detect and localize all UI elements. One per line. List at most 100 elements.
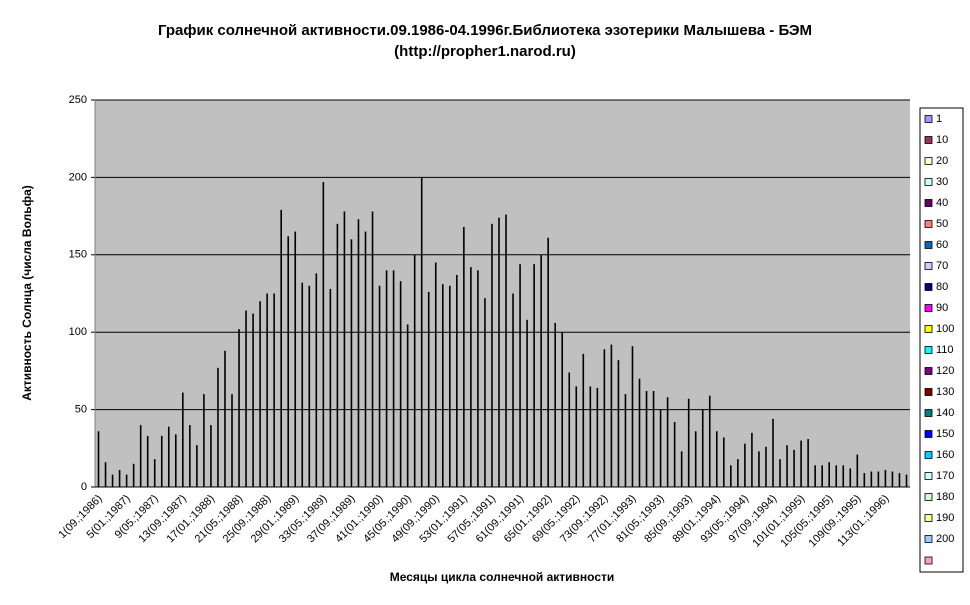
bar bbox=[617, 360, 620, 487]
legend-swatch bbox=[924, 409, 933, 417]
legend-swatch bbox=[924, 346, 933, 354]
bar bbox=[554, 322, 556, 487]
bar bbox=[505, 214, 507, 487]
bar bbox=[694, 431, 697, 487]
bar bbox=[631, 346, 634, 487]
bar bbox=[821, 465, 823, 487]
legend-label: 160 bbox=[936, 449, 954, 461]
bar bbox=[624, 394, 627, 487]
bar bbox=[146, 435, 149, 487]
y-tick-label: 0 bbox=[81, 481, 87, 493]
bar bbox=[730, 465, 732, 487]
legend-swatch bbox=[924, 115, 933, 123]
legend-swatch bbox=[924, 304, 933, 312]
legend-label: 20 bbox=[936, 155, 948, 167]
legend-label: 190 bbox=[936, 512, 954, 524]
bar bbox=[680, 451, 683, 487]
bar bbox=[849, 468, 852, 487]
bar bbox=[765, 446, 767, 487]
bar bbox=[582, 353, 585, 487]
bar bbox=[533, 264, 535, 487]
bar bbox=[884, 469, 887, 487]
bar bbox=[772, 418, 774, 487]
bar bbox=[441, 284, 444, 487]
legend-swatch bbox=[924, 451, 933, 459]
bar bbox=[526, 319, 528, 487]
legend-swatch bbox=[924, 136, 933, 144]
y-tick-label: 150 bbox=[69, 249, 87, 261]
bar bbox=[217, 367, 219, 487]
bar bbox=[259, 301, 261, 487]
bar bbox=[568, 372, 571, 487]
legend-label: 90 bbox=[936, 302, 948, 314]
legend-swatch bbox=[924, 283, 933, 291]
bar bbox=[470, 267, 472, 487]
legend-label: 100 bbox=[936, 323, 954, 335]
legend-label: 30 bbox=[936, 176, 948, 188]
legend-label: 1 bbox=[936, 113, 942, 125]
bar bbox=[210, 425, 212, 487]
bar bbox=[153, 459, 156, 487]
bar bbox=[392, 270, 395, 487]
bar bbox=[301, 282, 304, 487]
bar bbox=[877, 471, 880, 487]
bar bbox=[561, 332, 564, 487]
bar bbox=[477, 270, 479, 487]
legend-label: 10 bbox=[936, 134, 948, 146]
bar bbox=[737, 459, 739, 487]
y-tick-label: 50 bbox=[75, 404, 87, 416]
bar bbox=[399, 281, 402, 487]
bar bbox=[596, 387, 599, 487]
bar bbox=[315, 273, 318, 487]
bar bbox=[645, 391, 648, 487]
bar bbox=[744, 443, 746, 487]
bar bbox=[160, 435, 163, 487]
bar bbox=[336, 223, 339, 487]
legend-swatch bbox=[924, 220, 933, 228]
bar bbox=[238, 329, 240, 487]
bar bbox=[905, 474, 908, 487]
bar bbox=[420, 177, 423, 487]
bar bbox=[498, 217, 500, 487]
bar bbox=[540, 254, 542, 487]
bar bbox=[666, 397, 669, 487]
legend-label: 70 bbox=[936, 260, 948, 272]
bar bbox=[828, 462, 831, 487]
bar bbox=[575, 386, 578, 487]
bar bbox=[343, 211, 346, 487]
bar bbox=[863, 473, 866, 487]
legend-swatch bbox=[924, 199, 933, 207]
bar bbox=[294, 231, 297, 487]
bar bbox=[842, 465, 845, 487]
legend-label: 80 bbox=[936, 281, 948, 293]
bar bbox=[357, 219, 360, 488]
legend-swatch bbox=[924, 514, 933, 522]
legend-swatch bbox=[924, 472, 933, 480]
bar bbox=[189, 425, 191, 487]
bar bbox=[652, 391, 655, 487]
bar bbox=[856, 454, 859, 487]
bar bbox=[329, 288, 332, 487]
legend-swatch bbox=[924, 178, 933, 186]
bar bbox=[231, 394, 233, 487]
bar bbox=[196, 445, 198, 487]
bar bbox=[322, 182, 325, 487]
bar bbox=[413, 254, 416, 487]
bar bbox=[245, 310, 247, 487]
legend-label: 150 bbox=[936, 428, 954, 440]
legend-swatch bbox=[924, 388, 933, 396]
bar bbox=[484, 298, 486, 487]
bar bbox=[701, 409, 704, 487]
bar bbox=[786, 445, 788, 487]
legend-label: 170 bbox=[936, 470, 954, 482]
y-tick-label: 100 bbox=[69, 326, 87, 338]
bar bbox=[715, 431, 718, 487]
bar bbox=[371, 211, 374, 487]
bar bbox=[512, 293, 514, 487]
legend-swatch bbox=[924, 430, 933, 438]
bar bbox=[708, 395, 711, 487]
bar bbox=[252, 313, 254, 487]
bar bbox=[638, 378, 641, 487]
bar bbox=[111, 474, 114, 487]
